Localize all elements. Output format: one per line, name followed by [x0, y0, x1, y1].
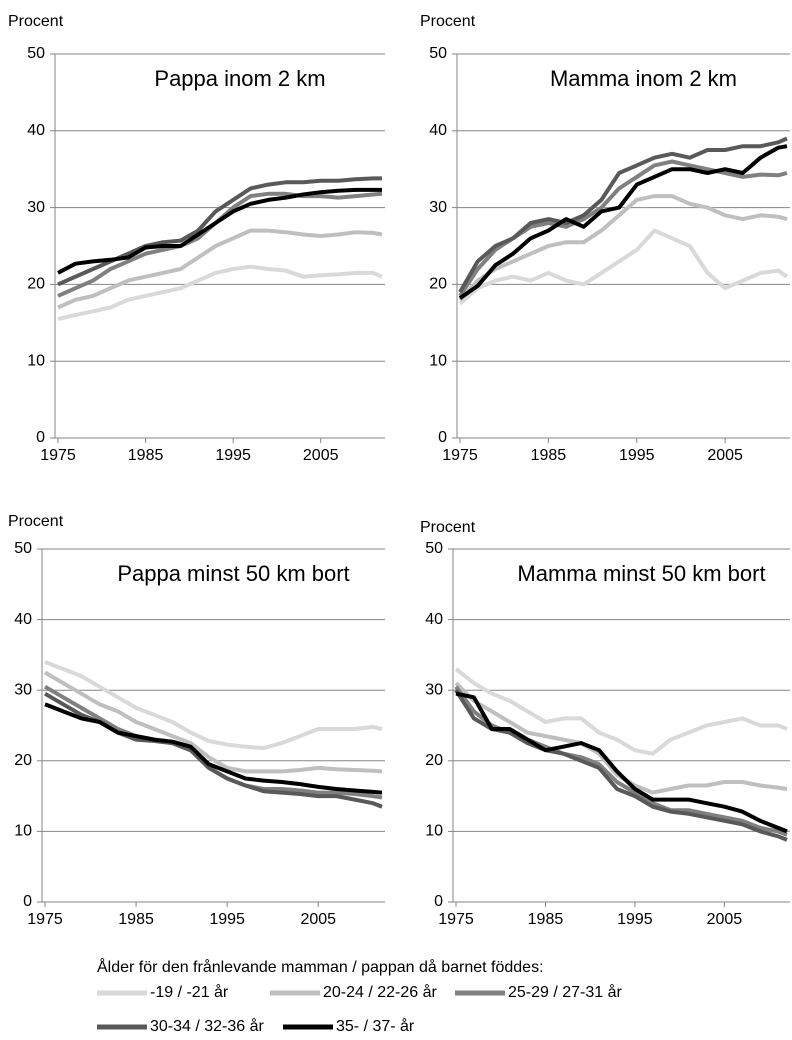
- x-tick-label: 1985: [528, 911, 564, 928]
- series-line: [57, 176, 382, 287]
- y-tick-label: 40: [429, 122, 447, 139]
- x-tick-label: 1985: [531, 447, 567, 464]
- y-axis-label: Procent: [420, 519, 476, 536]
- x-tick-label: 1975: [27, 911, 63, 928]
- y-tick-label: 30: [14, 681, 32, 698]
- y-tick-label: 10: [14, 823, 32, 840]
- y-tick-label: 20: [425, 752, 443, 769]
- x-tick-label: 2005: [300, 911, 336, 928]
- x-tick-label: 1975: [40, 447, 76, 464]
- y-tick-label: 0: [23, 893, 32, 910]
- y-axis-label: Procent: [8, 513, 64, 530]
- x-tick-label: 1995: [209, 911, 245, 928]
- series-line: [44, 702, 383, 795]
- y-tick-label: 40: [14, 611, 32, 628]
- y-tick-label: 10: [425, 823, 443, 840]
- legend-title: Ålder för den frånlevande mamman / pappa…: [97, 957, 544, 976]
- y-axis-label: Procent: [8, 13, 64, 30]
- series-line: [454, 667, 788, 756]
- y-tick-label: 0: [36, 429, 45, 446]
- legend-label: 20-24 / 22-26 år: [323, 983, 438, 1001]
- y-tick-label: 40: [27, 122, 45, 139]
- x-tick-label: 1995: [215, 447, 251, 464]
- panel-title: Mamma minst 50 km bort: [517, 561, 765, 586]
- series-line: [458, 228, 789, 306]
- x-tick-label: 2005: [707, 447, 743, 464]
- y-tick-label: 50: [429, 45, 447, 62]
- y-tick-label: 20: [14, 752, 32, 769]
- panel-title: Mamma inom 2 km: [550, 66, 737, 91]
- y-tick-label: 20: [429, 276, 447, 293]
- x-tick-label: 1995: [617, 911, 653, 928]
- x-tick-label: 1975: [438, 911, 474, 928]
- series-line: [458, 144, 788, 300]
- y-axis-label: Procent: [420, 13, 476, 30]
- series-line: [454, 689, 788, 842]
- y-tick-label: 30: [425, 681, 443, 698]
- y-tick-label: 30: [27, 199, 45, 216]
- y-tick-label: 50: [425, 540, 443, 557]
- y-tick-label: 20: [27, 276, 45, 293]
- y-tick-label: 30: [429, 199, 447, 216]
- x-tick-label: 1995: [619, 447, 655, 464]
- series-line: [458, 136, 788, 294]
- x-tick-label: 1985: [128, 447, 164, 464]
- x-tick-label: 1975: [442, 447, 478, 464]
- x-tick-label: 2005: [303, 447, 339, 464]
- y-tick-label: 50: [14, 540, 32, 557]
- y-tick-label: 50: [27, 45, 45, 62]
- series-line: [44, 660, 383, 751]
- y-tick-label: 0: [434, 893, 443, 910]
- y-tick-label: 40: [425, 611, 443, 628]
- series-line: [43, 670, 383, 774]
- y-tick-label: 10: [27, 352, 45, 369]
- series-line: [57, 228, 383, 310]
- x-tick-label: 2005: [707, 911, 743, 928]
- legend-label: 30-34 / 32-36 år: [150, 1017, 265, 1035]
- panel-title: Pappa inom 2 km: [154, 66, 325, 91]
- legend-label: 25-29 / 27-31 år: [508, 983, 623, 1001]
- panel-title: Pappa minst 50 km bort: [117, 561, 349, 586]
- legend-label: -19 / -21 år: [150, 983, 229, 1001]
- y-tick-label: 10: [429, 352, 447, 369]
- series-line: [458, 194, 788, 302]
- y-tick-label: 0: [438, 429, 447, 446]
- legend-label: 35- / 37- år: [336, 1017, 415, 1035]
- series-line: [57, 264, 383, 321]
- series-line: [455, 691, 788, 834]
- series-line: [57, 187, 382, 275]
- x-tick-label: 1985: [118, 911, 154, 928]
